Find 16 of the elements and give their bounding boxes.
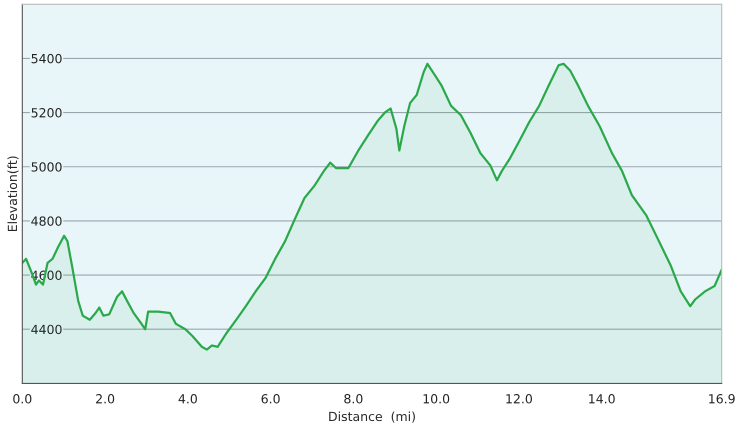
x-tick-label: 12.0 (506, 394, 532, 404)
x-tick-label: 4.0 (178, 394, 197, 404)
y-tick-label: 5000 (32, 162, 62, 172)
y-axis-title: Elevation(ft) (7, 156, 19, 232)
y-tick-label: 4400 (31, 324, 62, 334)
x-tick-label: 16.9 (709, 394, 735, 404)
y-tick-label: 5400 (32, 54, 62, 64)
x-tick-label: 8.0 (344, 394, 362, 404)
x-tick-label: 6.0 (262, 394, 280, 404)
x-tick-label: 2.0 (96, 394, 114, 404)
x-tick-label: 14.0 (589, 394, 615, 404)
x-tick-label: 0.0 (13, 394, 32, 404)
x-tick-label: 10.0 (424, 394, 450, 404)
x-axis-title: Distance (mi) (329, 411, 415, 423)
y-tick-label: 4800 (31, 216, 62, 226)
y-tick-label: 5200 (32, 108, 62, 118)
